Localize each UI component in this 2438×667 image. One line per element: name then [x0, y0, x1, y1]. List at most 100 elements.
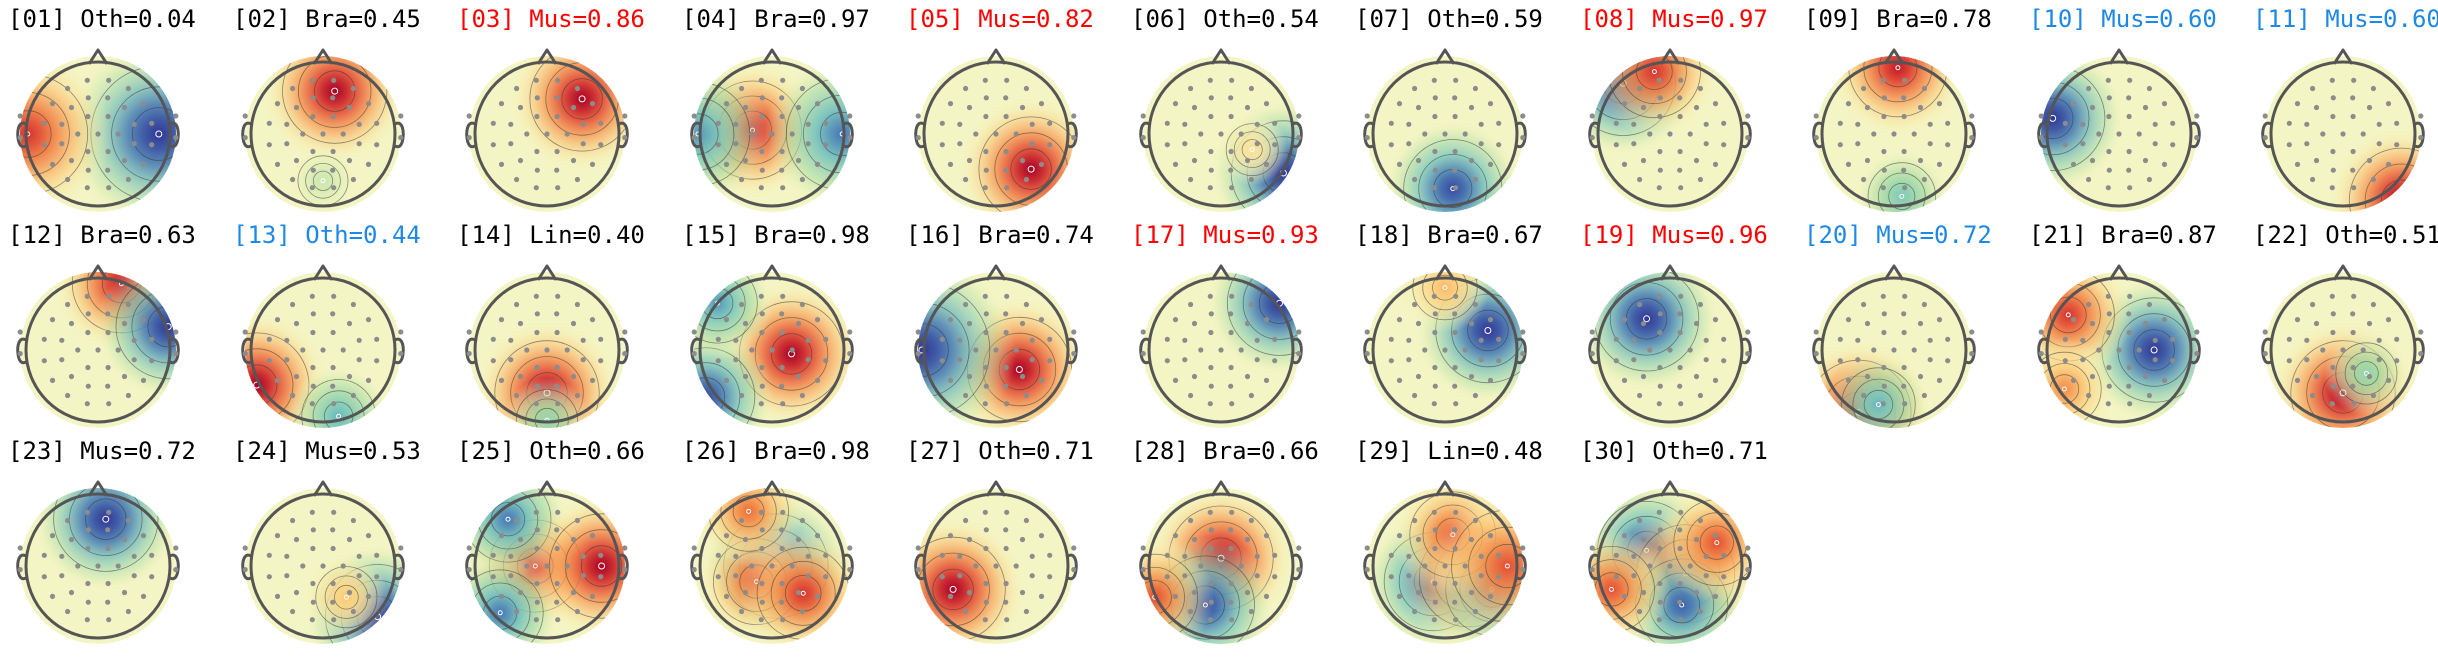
topomap-contour: [1242, 272, 1299, 340]
electrode-marker: [758, 185, 764, 191]
electrode-marker: [346, 320, 353, 327]
head-outline: [922, 60, 1070, 208]
electrode-marker: [1880, 185, 1886, 191]
electrode-marker: [966, 320, 973, 327]
electrode-marker: [749, 131, 755, 137]
electrode-marker: [2127, 77, 2133, 83]
electrode-marker: [1613, 120, 1619, 126]
electrode-marker: [508, 573, 514, 579]
electrode-marker: [1218, 563, 1224, 569]
electrode-marker: [1721, 574, 1727, 580]
electrode-marker: [1487, 101, 1494, 107]
electrode-marker: [374, 552, 380, 558]
electrode-marker: [508, 337, 514, 343]
electrode-marker: [466, 135, 472, 141]
electrode-marker: [1453, 293, 1459, 299]
component-cell: [11] Mus=0.60: [2253, 4, 2438, 224]
electrode-marker: [2330, 113, 2336, 120]
electrode-marker: [2351, 77, 2357, 83]
component-label: [02] Bra=0.45: [233, 5, 421, 33]
electrode-marker: [293, 589, 300, 596]
electrode-marker: [759, 167, 765, 173]
electrode-marker: [330, 383, 336, 389]
electrode-marker: [1364, 545, 1370, 551]
electrode-marker: [963, 85, 969, 92]
topomap-contour: [1841, 367, 1916, 428]
electrode-marker: [1263, 101, 1270, 107]
component-cell: [15] Bra=0.98: [682, 220, 906, 440]
electrode-marker: [759, 148, 765, 155]
electrode-marker: [310, 95, 316, 101]
electrode-marker: [1647, 347, 1653, 353]
electrode-marker: [1218, 131, 1224, 137]
electrode-marker: [350, 517, 356, 524]
electrode-marker: [330, 95, 336, 101]
electrode-marker: [1911, 131, 1917, 137]
electrode-marker: [1415, 104, 1422, 111]
electrode-marker: [466, 567, 472, 573]
electrode-marker: [85, 311, 91, 317]
electrode-marker: [2146, 85, 2152, 92]
electrode-marker: [41, 336, 47, 342]
electrode-marker: [1487, 377, 1494, 383]
electrode-marker: [1019, 373, 1026, 380]
electrode-marker: [346, 373, 353, 380]
electrode-marker: [85, 364, 91, 371]
electrode-marker: [2385, 101, 2392, 107]
electrode-marker: [1637, 392, 1643, 399]
component-cell: [25] Oth=0.66: [457, 436, 681, 656]
electrode-marker: [2418, 113, 2424, 119]
electrode-marker: [49, 317, 56, 323]
head-outline: [1820, 276, 1968, 424]
electrode-marker: [149, 142, 155, 148]
electrode-marker: [1208, 329, 1214, 336]
electrode-marker: [1902, 185, 1908, 191]
electrode-marker: [799, 301, 805, 308]
component-label: [24] Mus=0.53: [233, 437, 421, 465]
electrode-marker: [1687, 347, 1693, 353]
electrode-marker: [490, 574, 496, 580]
electrode-marker: [1678, 77, 1684, 83]
electrode-marker: [517, 320, 524, 327]
topomap: [1363, 264, 1527, 428]
electrode-marker: [1657, 527, 1663, 533]
electrode-marker: [1191, 157, 1198, 164]
electrode-marker: [1678, 185, 1684, 191]
electrode-marker: [847, 329, 853, 335]
electrode-marker: [350, 608, 356, 615]
electrode-marker: [1687, 131, 1693, 137]
electrode-marker: [2126, 148, 2132, 155]
electrode-marker: [1677, 113, 1683, 120]
electrode-marker: [75, 347, 81, 353]
electrode-marker: [1647, 131, 1653, 137]
electrode-marker: [2385, 161, 2392, 167]
electrode-marker: [1412, 517, 1418, 524]
topomap-contour: [770, 560, 836, 626]
electrode-marker: [356, 553, 362, 559]
electrode-marker: [598, 574, 604, 580]
electrode-marker: [1721, 142, 1727, 148]
head-nose: [1659, 480, 1681, 497]
electrode-marker: [84, 293, 90, 299]
electrode-marker: [1468, 536, 1475, 543]
electrode-marker: [1721, 120, 1727, 126]
electrode-marker: [1071, 545, 1077, 551]
electrode-marker: [1228, 95, 1234, 101]
electrode-marker: [125, 517, 131, 524]
electrode-marker: [1254, 337, 1260, 343]
electrode-marker: [290, 301, 296, 308]
electrode-marker: [1640, 536, 1647, 543]
topomap-source-blob: [529, 493, 625, 639]
electrode-marker: [1478, 141, 1484, 147]
component-cell: [30] Oth=0.71: [1580, 436, 1804, 656]
electrode-marker: [2340, 131, 2346, 137]
electrode-marker: [759, 527, 765, 533]
electrode-marker: [1228, 329, 1234, 336]
electrode-marker: [742, 157, 749, 164]
electrode-marker: [1263, 161, 1270, 167]
electrode-marker: [2329, 185, 2335, 191]
electrode-marker: [1254, 141, 1260, 147]
electrode-marker: [742, 104, 749, 111]
electrode-marker: [789, 131, 795, 137]
topomap-peak-marker: [1484, 327, 1492, 334]
